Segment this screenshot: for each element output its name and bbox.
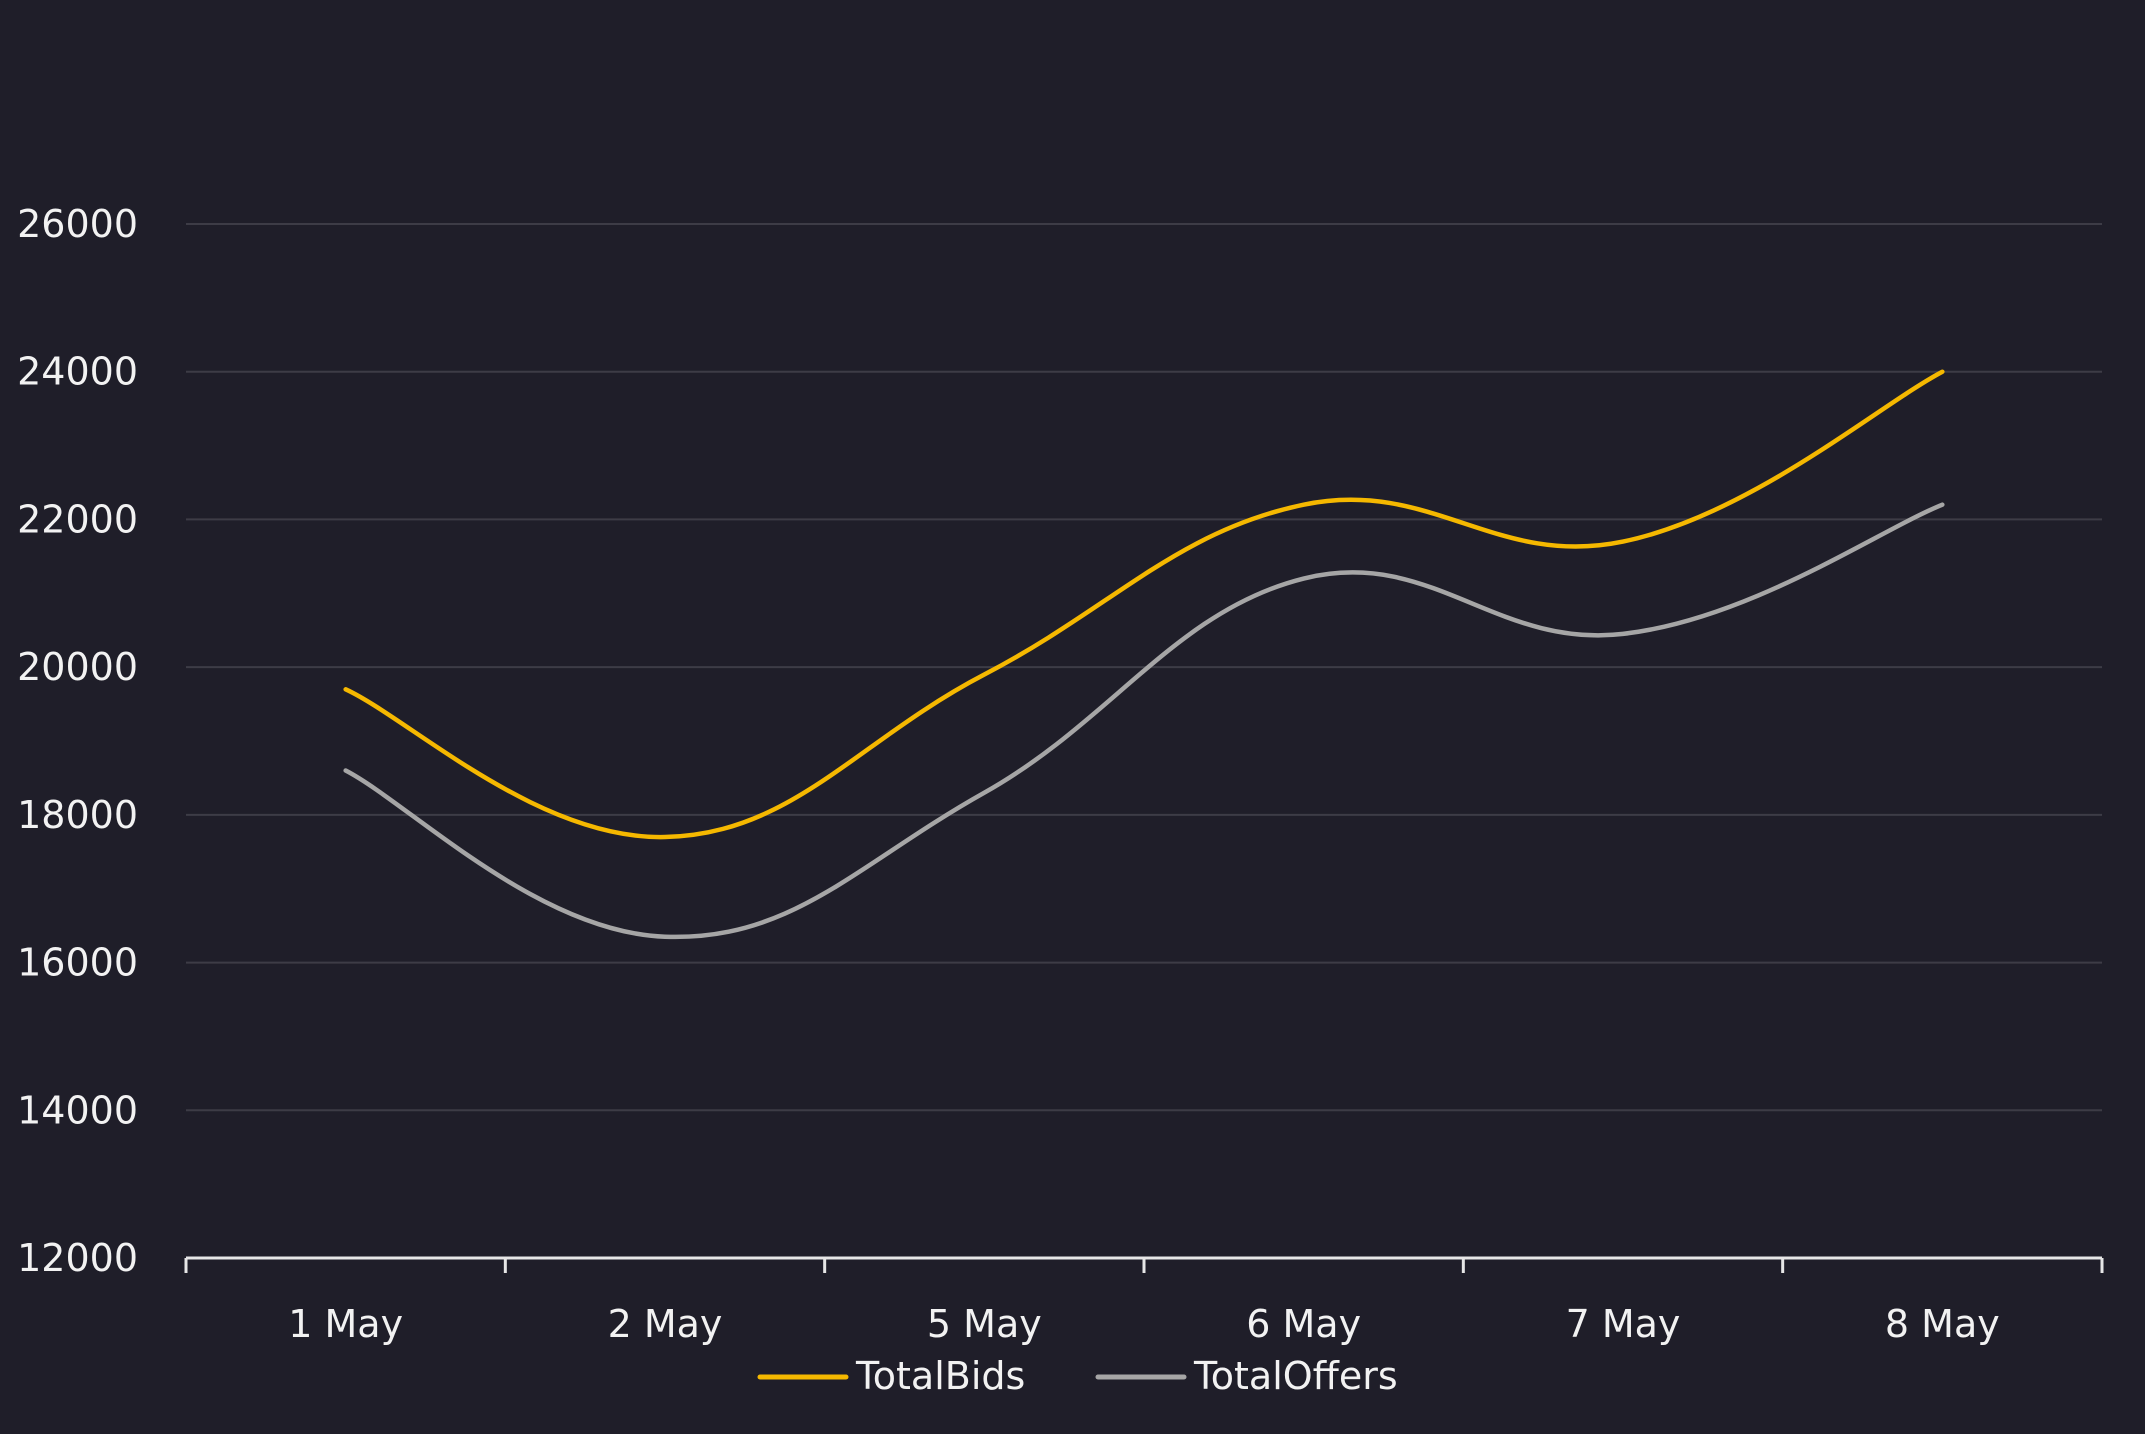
y-tick-label: 14000 xyxy=(17,1088,138,1132)
y-tick-label: 16000 xyxy=(17,941,138,985)
y-tick-label: 12000 xyxy=(17,1236,138,1280)
legend-item-totaloffers[interactable]: TotalOffers xyxy=(1098,1354,1398,1398)
x-tick-label: 8 May xyxy=(1885,1302,2000,1346)
y-tick-label: 18000 xyxy=(17,793,138,837)
y-tick-label: 24000 xyxy=(17,350,138,394)
x-tick-label: 7 May xyxy=(1566,1302,1681,1346)
legend-label: TotalOffers xyxy=(1193,1354,1398,1398)
legend[interactable]: TotalBids TotalOffers xyxy=(760,1354,1398,1398)
series-lines xyxy=(346,372,1943,937)
gridlines xyxy=(186,224,2102,1110)
x-axis: 1 May 2 May 5 May 6 May 7 May 8 May xyxy=(186,1258,2102,1346)
legend-label: TotalBids xyxy=(855,1354,1025,1398)
y-tick-label: 26000 xyxy=(17,202,138,246)
x-tick-label: 6 May xyxy=(1246,1302,1361,1346)
series-line-totaloffers xyxy=(346,505,1943,937)
x-tick-label: 5 May xyxy=(927,1302,1042,1346)
x-tick-label: 1 May xyxy=(288,1302,403,1346)
y-tick-label: 20000 xyxy=(17,645,138,689)
y-axis-ticks: 12000 14000 16000 18000 20000 22000 24000 26000 xyxy=(17,202,138,1280)
y-tick-label: 22000 xyxy=(17,497,138,541)
x-tick-label: 2 May xyxy=(608,1302,723,1346)
series-line-totalbids xyxy=(346,372,1943,837)
legend-item-totalbids[interactable]: TotalBids xyxy=(760,1354,1025,1398)
